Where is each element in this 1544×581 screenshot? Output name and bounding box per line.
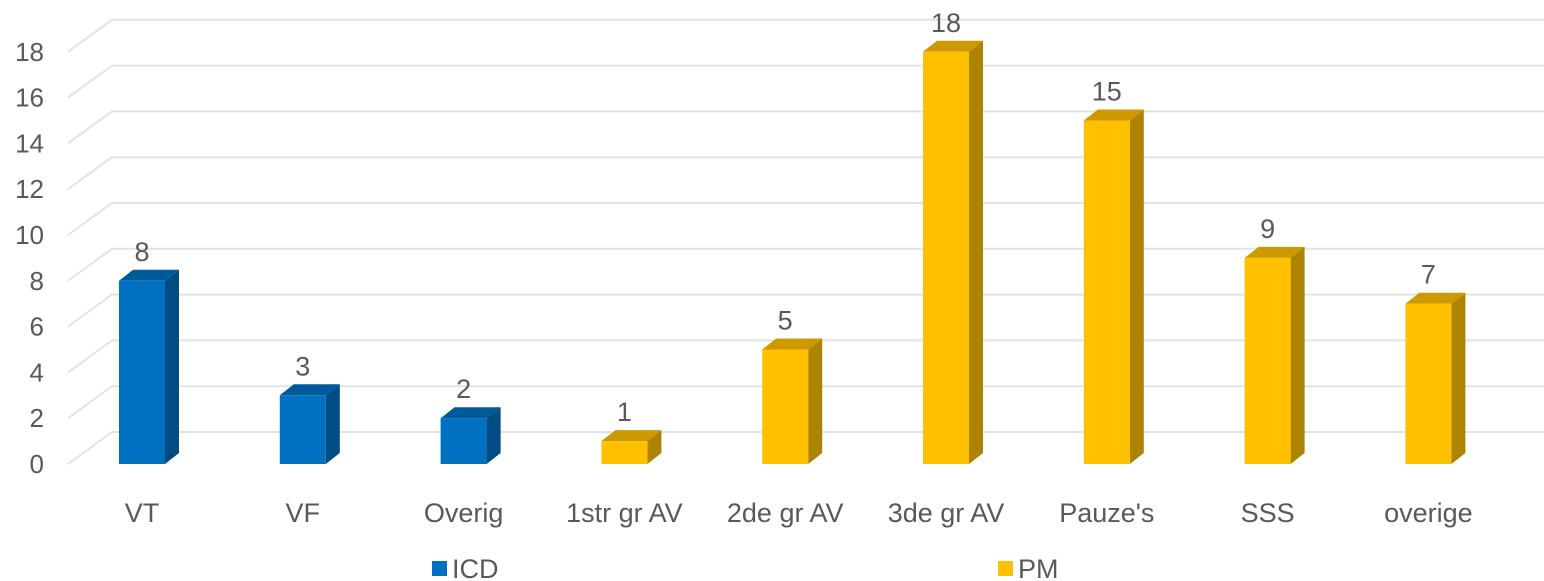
x-category-label: 1str gr AV [566,498,683,528]
gridline [67,339,1544,374]
data-label: 7 [1421,260,1436,290]
gridlines [67,18,1544,465]
data-label: 1 [617,397,632,427]
bar-top-face [1405,292,1466,304]
y-tick-label: 12 [15,174,44,204]
bar-top-face [601,430,662,442]
bar-side-face [969,40,983,465]
bar-front-face [1244,257,1291,464]
data-label: 15 [1092,77,1122,107]
bar-top-face [279,384,340,396]
bar [923,40,983,465]
x-category-label: VT [125,498,160,528]
bar-front-face [762,349,809,464]
bar-front-face [923,51,969,465]
data-label: 8 [134,237,149,267]
bar [279,384,340,464]
bar-side-face [1290,246,1305,464]
bar-top-face [440,407,501,419]
data-label: 3 [295,351,310,381]
bar [1405,292,1466,464]
bar [119,269,179,464]
x-category-label: VF [286,498,321,528]
y-axis-ticks: 0 2 4 6 8 10 12 14 16 18 [15,37,44,479]
gridline [67,64,1544,99]
x-category-label: SSS [1241,498,1295,528]
x-category-label: Overig [424,498,504,528]
bar [440,407,501,464]
bar-front-face [440,418,487,464]
y-tick-label: 8 [30,266,44,296]
bar-top-face [119,269,179,281]
bar-side-face [325,384,340,464]
bar [1083,109,1144,464]
gridline [67,156,1544,191]
bar-top-face [1244,246,1305,258]
bar-side-face [1451,292,1466,464]
gridline [67,202,1544,236]
bar-front-face [119,280,165,464]
bar-front-face [1083,120,1130,464]
bar [1244,246,1305,464]
x-category-label: 3de gr AV [888,498,1005,528]
gridline [67,247,1544,282]
y-tick-label: 10 [15,220,44,250]
y-tick-label: 16 [15,83,44,113]
y-tick-label: 0 [30,449,44,479]
bar-top-face [923,40,983,52]
data-label: 18 [931,8,961,38]
bar-side-face [165,269,179,464]
legend: ICD PM [432,554,1059,581]
legend-swatch [432,561,447,576]
data-label: 2 [456,374,471,404]
x-category-label: overige [1384,498,1473,528]
data-label: 5 [778,306,793,336]
bar-front-face [1405,303,1452,464]
bar-side-face [1129,109,1144,464]
bar-top-face [762,338,823,350]
x-axis-categories: VT VF Overig 1str gr AV 2de gr AV 3de gr AV Pa… [125,498,1473,528]
legend-swatch [998,561,1013,576]
data-label: 9 [1260,214,1275,244]
bar-top-face [1083,109,1144,121]
bar-side-face [647,430,662,464]
x-category-label: Pauze's [1059,498,1154,528]
y-tick-label: 18 [15,37,44,67]
legend-item: ICD [432,554,499,581]
gridline [67,18,1544,53]
y-tick-label: 6 [30,312,44,342]
y-tick-label: 4 [30,357,44,387]
bar-front-face [279,395,326,464]
gridline [67,110,1544,145]
bar-front-face [601,441,648,464]
y-tick-label: 2 [30,403,44,433]
bar [601,430,662,464]
y-tick-label: 14 [15,128,44,158]
gridline [67,385,1544,420]
x-category-label: 2de gr AV [727,498,844,528]
legend-label: PM [1018,554,1059,581]
gridline [67,293,1544,328]
bars [119,40,1466,465]
legend-label: ICD [452,554,499,581]
bar [762,338,823,464]
bar-side-face [808,338,823,464]
legend-item: PM [998,554,1059,581]
bar-side-face [486,407,501,464]
